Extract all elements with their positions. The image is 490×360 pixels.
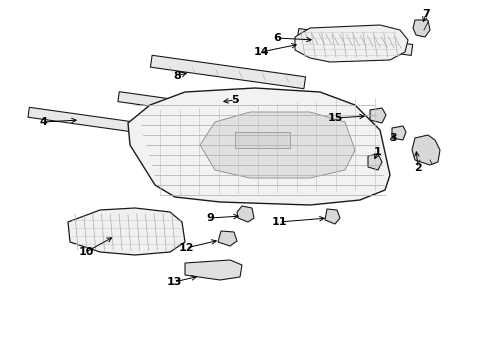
Polygon shape xyxy=(413,20,430,37)
Polygon shape xyxy=(185,260,242,280)
Polygon shape xyxy=(370,108,386,123)
Polygon shape xyxy=(412,135,440,165)
Text: 11: 11 xyxy=(271,217,287,227)
Polygon shape xyxy=(128,88,390,205)
Text: 13: 13 xyxy=(166,277,182,287)
Polygon shape xyxy=(150,55,306,89)
Text: 14: 14 xyxy=(253,47,269,57)
Text: 9: 9 xyxy=(206,213,214,223)
Polygon shape xyxy=(295,25,408,62)
Polygon shape xyxy=(218,231,237,246)
Polygon shape xyxy=(237,206,254,222)
Text: 3: 3 xyxy=(389,133,397,143)
Text: 7: 7 xyxy=(422,9,430,19)
Polygon shape xyxy=(325,209,340,224)
Text: 15: 15 xyxy=(327,113,343,123)
Text: 8: 8 xyxy=(173,71,181,81)
Text: 4: 4 xyxy=(39,117,47,127)
Polygon shape xyxy=(118,92,238,118)
Polygon shape xyxy=(368,154,382,170)
Text: 12: 12 xyxy=(178,243,194,253)
Text: 6: 6 xyxy=(273,33,281,43)
Polygon shape xyxy=(200,112,355,178)
Polygon shape xyxy=(297,28,413,55)
Polygon shape xyxy=(28,107,168,137)
Text: 1: 1 xyxy=(374,147,382,157)
Text: 2: 2 xyxy=(414,163,422,173)
Text: 5: 5 xyxy=(231,95,239,105)
Text: 10: 10 xyxy=(78,247,94,257)
Polygon shape xyxy=(68,208,185,255)
Polygon shape xyxy=(235,132,290,148)
Polygon shape xyxy=(392,126,406,140)
